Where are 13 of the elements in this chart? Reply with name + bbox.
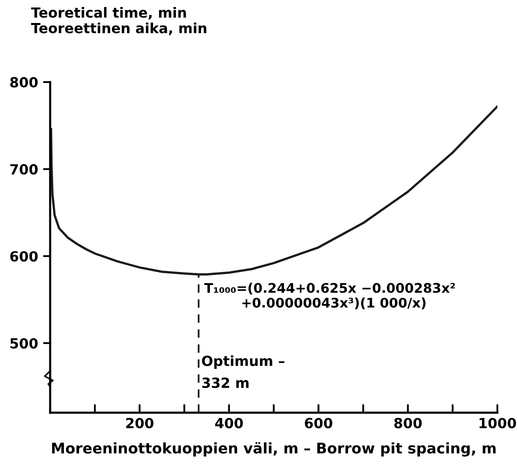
y-tick-label: 600 (10, 251, 38, 262)
y-axis-title: Teoretical time, min Teoreettinen aika, min (31, 7, 206, 36)
x-tick-label: 600 (304, 418, 332, 428)
x-tick-label: 1000 (480, 418, 516, 428)
x-axis-title: Moreeninottokuoppien väli, m – Borrow pit spacing, m (52, 442, 496, 457)
y-tick-label: 500 (10, 338, 38, 349)
x-tick-label: 200 (126, 418, 154, 428)
y-tick-label: 700 (10, 164, 38, 175)
x-tick-label: 400 (215, 418, 243, 428)
ref-line-label: Optimum – 332 m (202, 355, 284, 388)
x-tick-label: 800 (394, 418, 422, 428)
annotation: T₁₀₀₀=(0.244+0.625x −0.000283x² +0.00000043x³)(1 000/x) (204, 282, 455, 310)
y-tick-label: 800 (10, 77, 38, 88)
